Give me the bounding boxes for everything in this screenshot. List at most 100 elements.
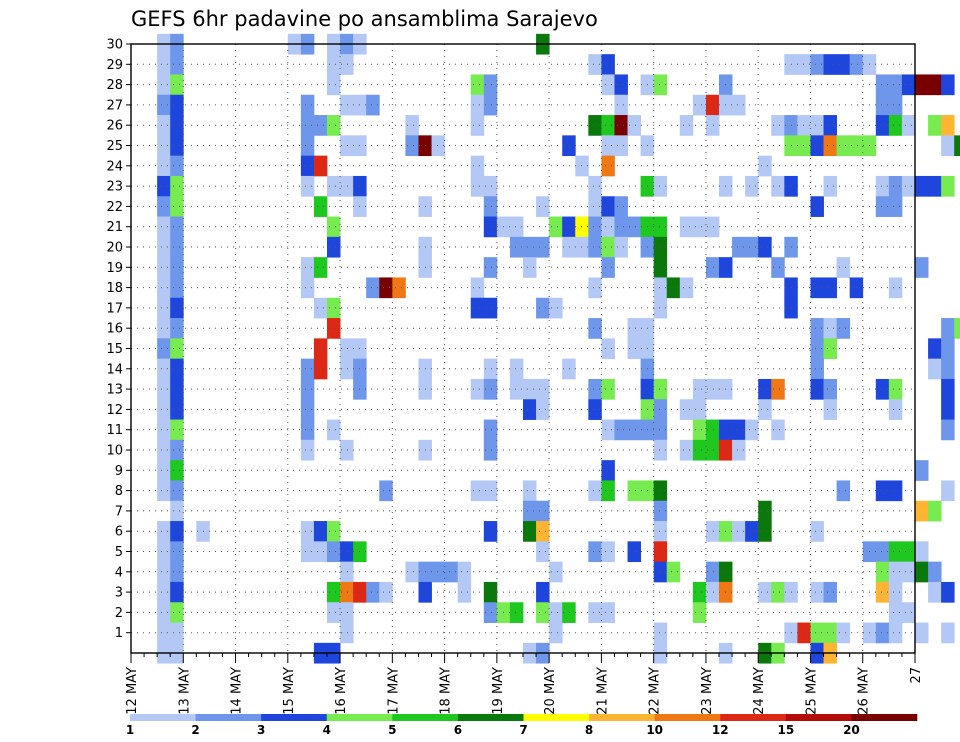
heatmap-cell: [758, 155, 772, 177]
heatmap-cell: [588, 399, 602, 420]
heatmap-cell: [170, 297, 184, 319]
heatmap-cell: [157, 318, 171, 339]
heatmap-cell: [483, 257, 498, 278]
heatmap-cell: [653, 175, 668, 197]
heatmap-cell: [523, 378, 537, 400]
heatmap-cell: [888, 622, 903, 644]
heatmap-cell: [954, 318, 960, 339]
heatmap-cell: [928, 74, 942, 96]
heatmap-cell: [888, 602, 903, 623]
heatmap-cell: [483, 297, 498, 319]
heatmap-cell: [875, 74, 890, 96]
heatmap-cell: [157, 216, 171, 238]
heatmap-cell: [300, 155, 315, 177]
heatmap-cell: [300, 419, 315, 441]
heatmap-cell: [601, 196, 615, 217]
heatmap-cell: [941, 338, 955, 360]
heatmap-cell: [888, 561, 903, 583]
heatmap-cell: [523, 500, 537, 522]
y-tick-label: 25: [106, 139, 123, 154]
heatmap-cell: [797, 115, 811, 136]
heatmap-cell: [157, 115, 171, 136]
heatmap-cell: [470, 480, 485, 502]
heatmap-cell: [601, 135, 615, 157]
heatmap-cell: [327, 318, 341, 339]
heatmap-cell: [170, 581, 184, 603]
heatmap-cell: [313, 196, 328, 217]
heatmap-cell: [627, 115, 641, 136]
heatmap-cell: [431, 561, 445, 583]
heatmap-cell: [536, 236, 550, 258]
heatmap-cell: [928, 561, 942, 583]
heatmap-cell: [313, 358, 328, 380]
heatmap-cell: [536, 378, 550, 400]
heatmap-cell: [562, 358, 576, 380]
heatmap-cell: [745, 419, 759, 441]
heatmap-cell: [170, 135, 184, 157]
heatmap-cell: [536, 500, 550, 522]
heatmap-cell: [810, 581, 824, 603]
heatmap-cell: [941, 175, 955, 197]
y-tick-label: 28: [106, 78, 123, 93]
heatmap-cell: [901, 175, 916, 197]
heatmap-cell: [692, 602, 707, 623]
heatmap-cell: [823, 318, 837, 339]
heatmap-cell: [536, 581, 550, 603]
heatmap-cell: [745, 175, 759, 197]
heatmap-cell: [601, 257, 615, 278]
y-tick-label: 22: [106, 200, 123, 215]
y-tick-label: 9: [115, 464, 123, 479]
heatmap-cell: [601, 155, 615, 177]
heatmap-cell: [327, 54, 341, 75]
heatmap-cell: [483, 358, 498, 380]
heatmap-cell: [157, 419, 171, 441]
heatmap-cell: [692, 419, 707, 441]
heatmap-cell: [810, 196, 824, 217]
heatmap-cell: [170, 236, 184, 258]
heatmap-cell: [771, 581, 785, 603]
legend-label: 8: [585, 723, 593, 737]
y-tick-label: 30: [106, 38, 123, 53]
heatmap-cell: [941, 419, 955, 441]
heatmap-cell: [483, 216, 498, 238]
heatmap-cell: [470, 94, 485, 116]
x-tick-label: 17 MAY: [386, 667, 401, 715]
heatmap-cell: [915, 74, 929, 96]
heatmap-cell: [300, 277, 315, 299]
heatmap-cell: [483, 419, 498, 441]
heatmap-cell: [340, 358, 354, 380]
heatmap-cell: [810, 521, 824, 542]
heatmap-cell: [300, 541, 315, 563]
heatmap-cell: [679, 277, 694, 299]
heatmap-cell: [941, 399, 955, 420]
x-tick-label: 15 MAY: [282, 667, 297, 715]
heatmap-cell: [797, 135, 811, 157]
x-tick-label: 21 MAY: [595, 667, 610, 715]
heatmap-cell: [875, 480, 890, 502]
y-tick-label: 1: [115, 626, 123, 641]
heatmap-cell: [470, 378, 485, 400]
legend-swatch: [523, 714, 590, 721]
heatmap-cell: [170, 561, 184, 583]
x-tick-label: 19 MAY: [491, 667, 506, 715]
heatmap-cell: [588, 175, 602, 197]
heatmap-cell: [300, 358, 315, 380]
heatmap-cell: [849, 135, 864, 157]
legend-swatch: [195, 714, 262, 721]
heatmap-cell: [810, 358, 824, 380]
heatmap-cell: [797, 54, 811, 75]
heatmap-cell: [379, 277, 393, 299]
heatmap-cell: [875, 541, 890, 563]
heatmap-cell: [771, 419, 785, 441]
x-axis: 12 MAY 13 MAY 14 MAY 15 MAY 16 MAY 17 MAY 18 M…: [125, 653, 924, 715]
heatmap-cell: [928, 175, 942, 197]
heatmap-cell: [875, 115, 890, 136]
heatmap-cell: [509, 236, 524, 258]
heatmap-cell: [327, 175, 341, 197]
heatmap-cell: [588, 541, 602, 563]
heatmap-cell: [705, 94, 720, 116]
y-tick-label: 10: [106, 444, 123, 459]
heatmap-cell: [875, 175, 890, 197]
heatmap-cell: [562, 135, 576, 157]
heatmap-cell: [679, 115, 694, 136]
